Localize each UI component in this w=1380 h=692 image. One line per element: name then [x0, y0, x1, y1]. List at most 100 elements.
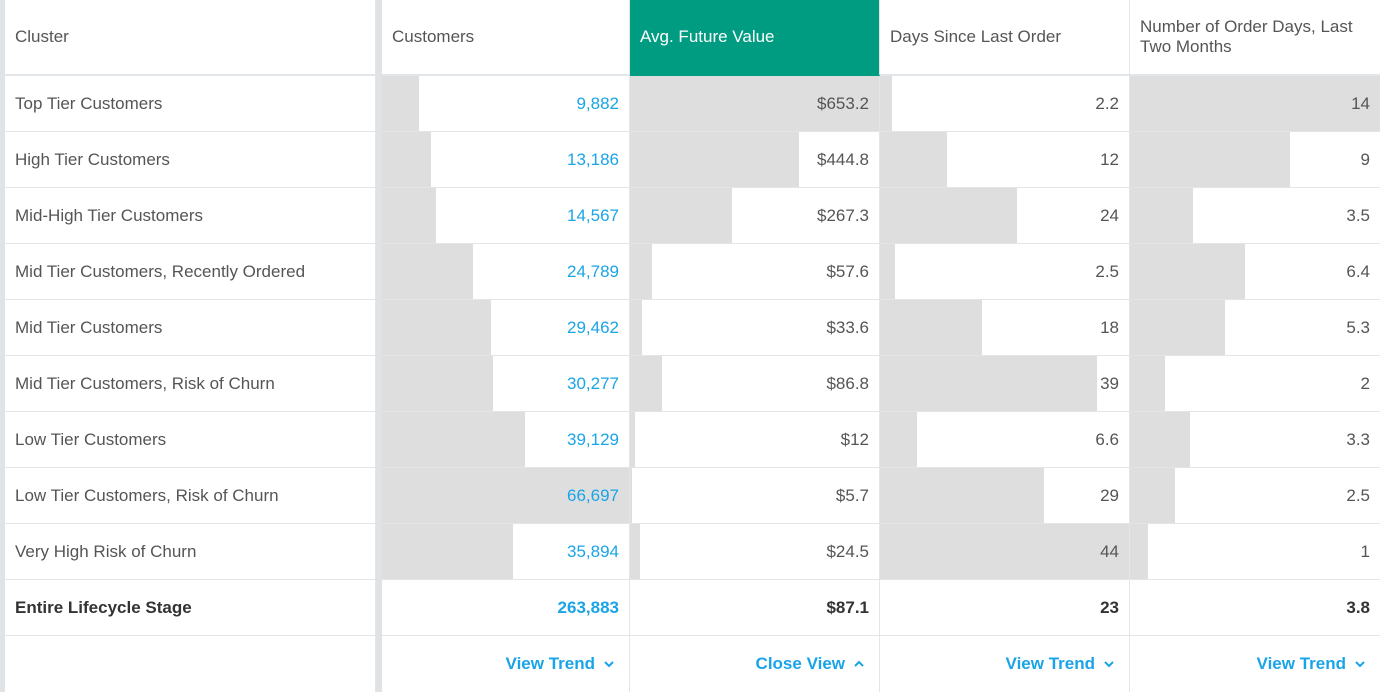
- view-trend-dslo-button[interactable]: View Trend: [1006, 654, 1115, 674]
- view-trend-customers-label: View Trend: [505, 654, 595, 673]
- customers-count-link[interactable]: 30,277: [567, 373, 619, 393]
- cluster-label: Very High Risk of Churn: [15, 541, 197, 561]
- nod-bar: [1130, 356, 1165, 411]
- customers-cell: 66,697: [382, 468, 630, 524]
- dslo-cell: 2.5: [880, 244, 1130, 300]
- nod-cell: 3.5: [1130, 188, 1380, 244]
- customers-count-link[interactable]: 35,894: [567, 541, 619, 561]
- view-trend-dslo-label: View Trend: [1005, 654, 1095, 673]
- footer-nod-cell: View Trend: [1130, 636, 1380, 692]
- dslo-value: 18: [1100, 317, 1119, 337]
- afv-value: $86.8: [826, 373, 869, 393]
- table-row: Mid Tier Customers 29,462 $33.6 18 5.3: [0, 300, 1380, 356]
- total-nod: 3.8: [1346, 597, 1370, 617]
- customers-count-link[interactable]: 13,186: [567, 149, 619, 169]
- table-row: Mid Tier Customers, Recently Ordered 24,7…: [0, 244, 1380, 300]
- frozen-column-divider: [376, 0, 382, 76]
- header-avg-future-value[interactable]: Avg. Future Value: [630, 0, 880, 76]
- dslo-bar: [880, 356, 1097, 411]
- total-customers-link[interactable]: 263,883: [557, 597, 619, 617]
- table-row: Mid Tier Customers, Risk of Churn 30,277 $…: [0, 356, 1380, 412]
- afv-value: $267.3: [817, 205, 869, 225]
- cluster-label: Low Tier Customers, Risk of Churn: [15, 485, 279, 505]
- afv-value: $12: [840, 429, 869, 449]
- afv-cell: $653.2: [630, 76, 880, 132]
- afv-bar: [630, 468, 633, 523]
- customers-cell: 13,186: [382, 132, 630, 188]
- customers-cell: 24,789: [382, 244, 630, 300]
- customers-bar: [382, 412, 526, 467]
- total-afv-cell: $87.1: [630, 580, 880, 636]
- customers-count-link[interactable]: 9,882: [576, 93, 619, 113]
- nod-bar: [1130, 468, 1175, 523]
- view-trend-nod-button[interactable]: View Trend: [1257, 654, 1366, 674]
- cluster-cell: High Tier Customers: [0, 132, 376, 188]
- customers-cell: 9,882: [382, 76, 630, 132]
- frozen-column-divider: [376, 132, 382, 188]
- customers-cell: 35,894: [382, 524, 630, 580]
- close-view-afv-button[interactable]: Close View: [756, 654, 865, 674]
- cluster-cell: Mid Tier Customers, Recently Ordered: [0, 244, 376, 300]
- afv-cell: $5.7: [630, 468, 880, 524]
- nod-value: 5.3: [1346, 317, 1370, 337]
- cluster-label: Low Tier Customers: [15, 429, 167, 449]
- nod-bar: [1130, 244, 1245, 299]
- customers-cell: 14,567: [382, 188, 630, 244]
- total-label: Entire Lifecycle Stage: [15, 597, 192, 617]
- afv-cell: $444.8: [630, 132, 880, 188]
- customers-count-link[interactable]: 14,567: [567, 205, 619, 225]
- nod-value: 2: [1360, 373, 1370, 393]
- table-row: Low Tier Customers 39,129 $12 6.6 3.3: [0, 412, 1380, 468]
- frozen-column-divider: [376, 188, 382, 244]
- customers-bar: [382, 188, 437, 243]
- afv-bar: [630, 300, 643, 355]
- cluster-cell: Very High Risk of Churn: [0, 524, 376, 580]
- afv-value: $653.2: [817, 93, 869, 113]
- afv-value: $444.8: [817, 149, 869, 169]
- header-cluster-label: Cluster: [15, 27, 69, 46]
- footer-dslo-cell: View Trend: [880, 636, 1130, 692]
- afv-cell: $24.5: [630, 524, 880, 580]
- customers-count-link[interactable]: 66,697: [567, 485, 619, 505]
- dslo-cell: 18: [880, 300, 1130, 356]
- chevron-down-icon: [1355, 661, 1365, 668]
- afv-bar: [630, 188, 733, 243]
- header-customers[interactable]: Customers: [382, 0, 630, 76]
- dslo-value: 44: [1100, 541, 1119, 561]
- customers-count-link[interactable]: 39,129: [567, 429, 619, 449]
- dslo-cell: 44: [880, 524, 1130, 580]
- customers-bar: [382, 244, 474, 299]
- total-nod-cell: 3.8: [1130, 580, 1380, 636]
- cluster-label: High Tier Customers: [15, 149, 170, 169]
- afv-bar: [630, 524, 640, 579]
- cluster-cell: Mid-High Tier Customers: [0, 188, 376, 244]
- cluster-label: Top Tier Customers: [15, 93, 163, 113]
- cluster-cell: Low Tier Customers: [0, 412, 376, 468]
- afv-value: $5.7: [835, 485, 869, 505]
- frozen-column-divider: [376, 356, 382, 412]
- nod-value: 6.4: [1346, 261, 1370, 281]
- header-customers-label: Customers: [392, 27, 475, 46]
- view-trend-customers-button[interactable]: View Trend: [506, 654, 615, 674]
- nod-cell: 5.3: [1130, 300, 1380, 356]
- nod-cell: 6.4: [1130, 244, 1380, 300]
- nod-cell: 3.3: [1130, 412, 1380, 468]
- total-afv: $87.1: [826, 597, 869, 617]
- nod-value: 14: [1351, 93, 1370, 113]
- customers-count-link[interactable]: 24,789: [567, 261, 619, 281]
- customers-cell: 30,277: [382, 356, 630, 412]
- header-days-since-last-order[interactable]: Days Since Last Order: [880, 0, 1130, 76]
- footer-customers-cell: View Trend: [382, 636, 630, 692]
- header-cluster[interactable]: Cluster: [0, 0, 376, 76]
- nod-value: 9: [1360, 149, 1370, 169]
- dslo-cell: 24: [880, 188, 1130, 244]
- customers-count-link[interactable]: 29,462: [567, 317, 619, 337]
- dslo-value: 2.2: [1095, 93, 1119, 113]
- nod-value: 3.5: [1346, 205, 1370, 225]
- nod-cell: 1: [1130, 524, 1380, 580]
- dslo-bar: [880, 412, 918, 467]
- customers-cell: 29,462: [382, 300, 630, 356]
- cluster-cell: Mid Tier Customers, Risk of Churn: [0, 356, 376, 412]
- header-order-days-two-months[interactable]: Number of Order Days, Last Two Months: [1130, 0, 1380, 76]
